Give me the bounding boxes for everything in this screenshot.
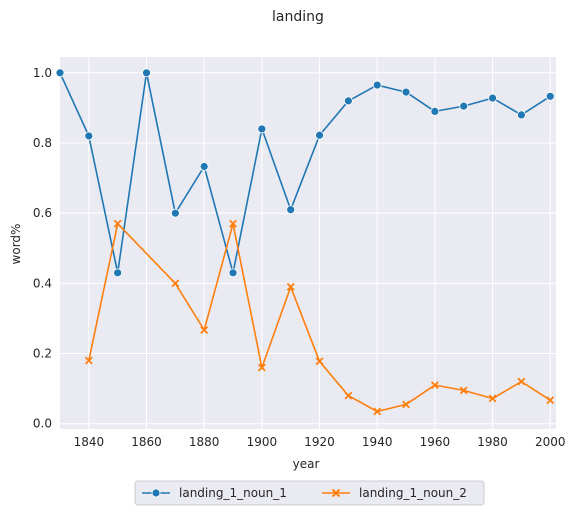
data-point: [459, 101, 469, 111]
data-point: [488, 394, 497, 403]
grid-lines: [60, 57, 556, 429]
legend-marker-1: [151, 488, 161, 498]
data-point: [55, 68, 65, 78]
data-point: [401, 87, 411, 97]
y-tick-label: 0.4: [33, 276, 52, 290]
data-point: [430, 381, 439, 390]
data-point: [199, 162, 209, 171]
y-tick-label: 0.0: [33, 417, 52, 431]
series-layer: [55, 68, 555, 416]
data-point: [517, 377, 526, 386]
data-point: [546, 396, 555, 405]
data-point: [84, 356, 93, 365]
data-point: [257, 124, 267, 134]
data-point: [171, 279, 180, 288]
series-2: [84, 219, 555, 416]
chart-title: landing: [272, 9, 324, 25]
data-point: [229, 219, 237, 228]
data-point: [286, 282, 295, 291]
legend: landing_1_noun_1 landing_1_noun_2: [134, 480, 485, 506]
legend-marker-2: [331, 488, 341, 498]
data-point: [228, 268, 238, 278]
x-tick-label: 1920: [304, 435, 335, 449]
data-point: [545, 91, 555, 101]
x-tick-label: 2000: [535, 435, 566, 449]
y-tick-label: 0.2: [33, 347, 52, 361]
y-tick-label: 0.6: [33, 206, 52, 220]
series-1: [55, 68, 555, 278]
data-point: [200, 326, 209, 334]
x-tick-label: 1980: [477, 435, 508, 449]
x-tick-label: 1960: [420, 435, 451, 449]
y-tick-label: 1.0: [33, 66, 52, 80]
x-tick-label: 1940: [362, 435, 393, 449]
data-point: [113, 268, 123, 278]
data-point: [344, 391, 353, 400]
data-point: [257, 363, 266, 372]
data-point: [430, 106, 440, 116]
data-point: [488, 93, 497, 103]
data-point: [315, 357, 324, 366]
legend-box: [134, 480, 485, 506]
x-tick-label: 1900: [247, 435, 278, 449]
data-point: [343, 96, 353, 106]
x-tick-label: 1880: [189, 435, 220, 449]
y-axis-label: word%: [9, 224, 23, 265]
data-point: [170, 208, 180, 218]
series-line: [88, 222, 551, 413]
y-axis-ticks: 0.0 0.2 0.4 0.6 0.8 1.0: [33, 66, 52, 431]
data-point: [142, 68, 151, 78]
legend-label-1: landing_1_noun_1: [179, 486, 287, 500]
plot-area: [60, 57, 556, 429]
series-line: [59, 72, 551, 274]
data-point: [113, 219, 122, 228]
data-point: [459, 386, 468, 395]
x-axis-label: year: [293, 457, 320, 471]
data-point: [372, 80, 382, 90]
data-point: [402, 400, 410, 409]
x-axis-ticks: 1840 1860 1880 1900 1920 1940 1960 1980 2000: [74, 435, 566, 449]
data-point: [286, 205, 296, 215]
data-point: [516, 110, 526, 120]
data-point: [84, 131, 94, 141]
data-point: [315, 130, 324, 140]
x-tick-label: 1860: [131, 435, 162, 449]
x-tick-label: 1840: [74, 435, 105, 449]
data-point: [373, 407, 382, 416]
legend-label-2: landing_1_noun_2: [359, 486, 467, 500]
y-tick-label: 0.8: [33, 136, 52, 150]
